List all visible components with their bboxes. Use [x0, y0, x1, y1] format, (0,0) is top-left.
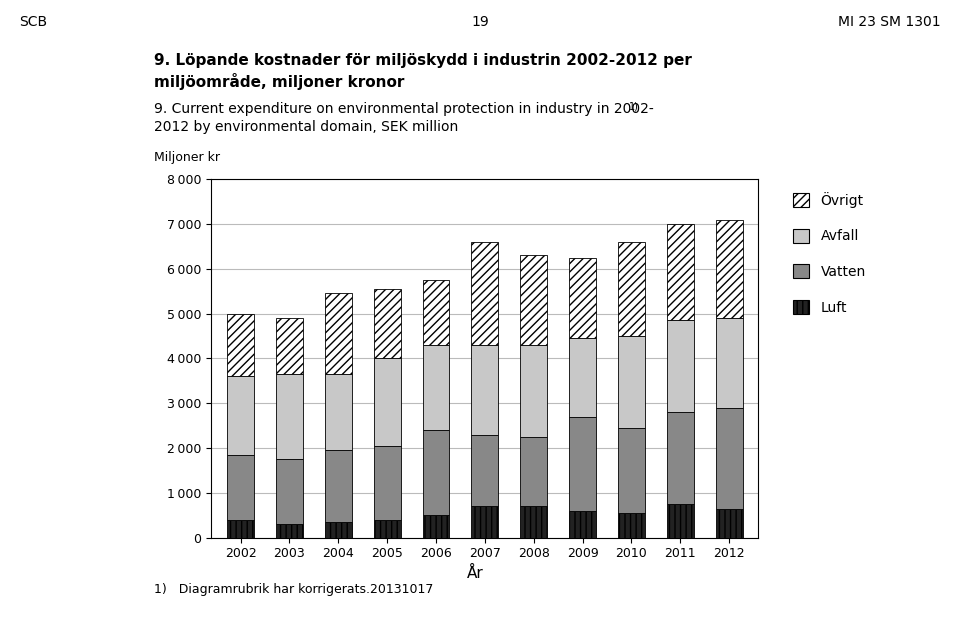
- Bar: [715, 509, 742, 538]
- Text: SCB: SCB: [19, 15, 47, 30]
- Bar: [324, 451, 351, 522]
- Bar: [324, 374, 351, 451]
- Bar: [667, 412, 694, 504]
- Bar: [373, 520, 400, 538]
- Text: 1): 1): [629, 102, 638, 112]
- Text: År: År: [467, 566, 484, 581]
- Bar: [276, 318, 302, 374]
- Bar: [471, 506, 498, 538]
- Bar: [667, 320, 694, 412]
- Bar: [569, 510, 596, 538]
- Bar: [228, 520, 254, 538]
- Bar: [520, 255, 547, 345]
- Text: 1)   Diagramrubrik har korrigerats.20131017: 1) Diagramrubrik har korrigerats.2013101…: [154, 583, 433, 596]
- Text: Miljoner kr: Miljoner kr: [154, 151, 220, 164]
- Bar: [569, 417, 596, 510]
- Bar: [373, 446, 400, 520]
- Bar: [471, 434, 498, 506]
- Bar: [471, 345, 498, 434]
- Bar: [276, 524, 302, 538]
- Text: 9. Current expenditure on environmental protection in industry in 2002-
2012 by : 9. Current expenditure on environmental …: [154, 102, 654, 134]
- Text: 9. Löpande kostnader för miljöskydd i industrin 2002-2012 per
miljöområde, miljo: 9. Löpande kostnader för miljöskydd i in…: [154, 53, 691, 90]
- Bar: [569, 338, 596, 417]
- Bar: [667, 504, 694, 538]
- Bar: [618, 428, 645, 513]
- Bar: [276, 374, 302, 459]
- Bar: [520, 345, 547, 437]
- Bar: [618, 242, 645, 336]
- Bar: [276, 459, 302, 524]
- Legend: Övrigt, Avfall, Vatten, Luft: Övrigt, Avfall, Vatten, Luft: [787, 186, 872, 320]
- Bar: [228, 455, 254, 520]
- Bar: [471, 242, 498, 345]
- Bar: [324, 522, 351, 538]
- Bar: [373, 289, 400, 358]
- Bar: [667, 224, 694, 320]
- Bar: [422, 430, 449, 515]
- Text: MI 23 SM 1301: MI 23 SM 1301: [838, 15, 941, 30]
- Bar: [324, 294, 351, 374]
- Bar: [520, 437, 547, 506]
- Bar: [715, 408, 742, 509]
- Bar: [715, 219, 742, 318]
- Bar: [715, 318, 742, 408]
- Bar: [422, 345, 449, 430]
- Bar: [618, 513, 645, 538]
- Bar: [228, 314, 254, 376]
- Bar: [422, 515, 449, 538]
- Text: 19: 19: [471, 15, 489, 30]
- Bar: [373, 358, 400, 446]
- Bar: [228, 376, 254, 455]
- Bar: [422, 280, 449, 345]
- Bar: [520, 506, 547, 538]
- Bar: [618, 336, 645, 428]
- Bar: [569, 258, 596, 338]
